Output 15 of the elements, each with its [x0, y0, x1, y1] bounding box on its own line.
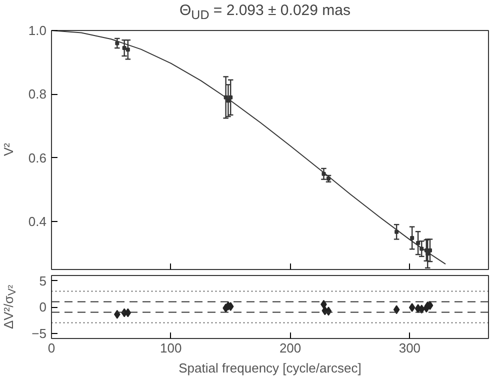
y-axis-title: V²	[0, 142, 17, 158]
y-tick-label: 0	[39, 300, 47, 314]
point	[393, 305, 400, 314]
y-tick-label: 0.8	[28, 86, 47, 102]
chart-title: Θ$_{UD}$ = 2.093 ± 0.029 mas	[178, 1, 352, 24]
point	[408, 303, 416, 312]
x-axis-title: Spatial frequency [cycle/arcsec]	[178, 360, 362, 376]
y-tick-label: −5	[32, 326, 47, 341]
x-tick-label: 100	[160, 340, 182, 356]
y-tick-label: 0.6	[28, 150, 47, 166]
y-tick-label: 1.0	[28, 23, 47, 38]
x-tick-label: 300	[398, 340, 421, 356]
y-tick-label: 5	[39, 273, 47, 288]
x-tick-label: 200	[279, 340, 302, 356]
y-tick-label: 0.4	[28, 214, 47, 230]
